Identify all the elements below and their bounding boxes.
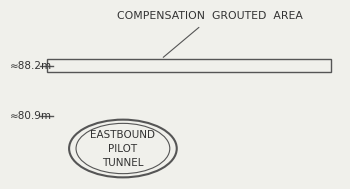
Text: ≈80.9m: ≈80.9m xyxy=(10,111,52,121)
Text: ≈88.2m: ≈88.2m xyxy=(10,61,52,71)
Text: COMPENSATION  GROUTED  AREA: COMPENSATION GROUTED AREA xyxy=(117,11,303,21)
Circle shape xyxy=(76,123,170,174)
Circle shape xyxy=(69,120,177,177)
Text: EASTBOUND
PILOT
TUNNEL: EASTBOUND PILOT TUNNEL xyxy=(90,129,155,167)
Bar xyxy=(47,59,331,72)
